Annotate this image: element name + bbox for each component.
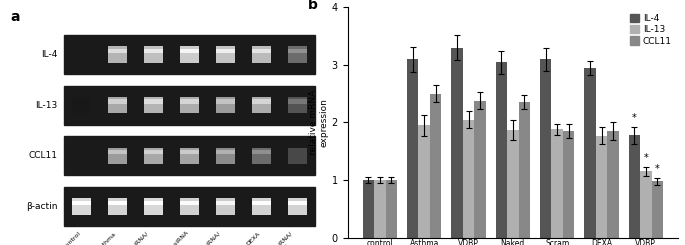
Bar xyxy=(651,181,663,238)
Bar xyxy=(64,35,315,74)
Bar xyxy=(179,148,199,164)
Bar xyxy=(108,201,127,205)
Text: Naked VDBP siRNA: Naked VDBP siRNA xyxy=(144,231,190,245)
Y-axis label: relative mRNA
expression: relative mRNA expression xyxy=(310,90,329,155)
Bar xyxy=(216,150,236,154)
Text: IL-4: IL-4 xyxy=(41,50,58,59)
Bar xyxy=(108,49,127,53)
Bar xyxy=(288,46,308,63)
Bar xyxy=(251,150,271,154)
Text: VDBP siRNA/
DEXA-PEI: VDBP siRNA/ DEXA-PEI xyxy=(262,231,297,245)
Bar xyxy=(251,198,271,215)
Bar xyxy=(216,49,236,53)
Bar xyxy=(179,201,199,205)
Bar xyxy=(430,94,441,238)
Bar xyxy=(251,97,271,113)
Bar xyxy=(288,49,308,53)
Legend: IL-4, IL-13, CCL11: IL-4, IL-13, CCL11 xyxy=(628,12,673,47)
Bar xyxy=(72,198,91,215)
Bar xyxy=(216,198,236,215)
Text: β-actin: β-actin xyxy=(26,202,58,211)
Text: control: control xyxy=(62,231,82,245)
Bar xyxy=(551,129,563,238)
Bar xyxy=(463,120,474,238)
Bar xyxy=(419,125,430,238)
Bar xyxy=(451,48,463,238)
Text: *: * xyxy=(643,153,648,163)
Text: VDBP siRNA/
2K PEI: VDBP siRNA/ 2K PEI xyxy=(118,231,153,245)
Bar xyxy=(288,201,308,205)
Text: *: * xyxy=(632,112,636,122)
Bar xyxy=(216,201,236,205)
Bar xyxy=(288,97,308,113)
Bar xyxy=(108,97,127,113)
Bar xyxy=(495,62,507,238)
Bar xyxy=(362,180,374,238)
Bar xyxy=(251,148,271,164)
Bar xyxy=(640,172,651,238)
Bar xyxy=(179,198,199,215)
Bar xyxy=(608,131,619,238)
Bar xyxy=(563,131,575,238)
Bar xyxy=(144,99,164,104)
Text: b: b xyxy=(308,0,318,12)
Bar xyxy=(519,102,530,238)
Bar xyxy=(584,68,596,238)
Bar xyxy=(108,150,127,154)
Bar xyxy=(179,150,199,154)
Bar xyxy=(629,135,640,238)
Bar xyxy=(144,198,164,215)
Bar xyxy=(64,136,315,175)
Bar xyxy=(251,49,271,53)
Text: IL-13: IL-13 xyxy=(35,101,58,110)
Text: CCL11: CCL11 xyxy=(28,151,58,160)
Text: Asthma: Asthma xyxy=(97,231,118,245)
Bar xyxy=(144,201,164,205)
Bar xyxy=(179,46,199,63)
Bar xyxy=(540,59,551,238)
Bar xyxy=(179,99,199,104)
Bar xyxy=(407,59,419,238)
Bar xyxy=(144,150,164,154)
Bar xyxy=(288,148,308,164)
Bar xyxy=(288,99,308,104)
Bar xyxy=(507,130,519,238)
Bar xyxy=(144,97,164,113)
Bar xyxy=(64,187,315,226)
Bar xyxy=(474,101,486,238)
Bar xyxy=(179,97,199,113)
Text: *: * xyxy=(655,164,660,174)
Bar xyxy=(108,198,127,215)
Text: a: a xyxy=(10,10,19,24)
Bar xyxy=(179,49,199,53)
Bar xyxy=(374,180,386,238)
Bar xyxy=(251,46,271,63)
Bar xyxy=(144,148,164,164)
Bar xyxy=(596,136,608,238)
Bar xyxy=(251,201,271,205)
Bar xyxy=(108,46,127,63)
Bar xyxy=(386,180,397,238)
Text: DEXA: DEXA xyxy=(246,231,262,245)
Bar xyxy=(108,99,127,104)
Bar xyxy=(72,201,91,205)
Bar xyxy=(64,86,315,125)
Bar xyxy=(216,97,236,113)
Bar xyxy=(216,46,236,63)
Bar xyxy=(144,49,164,53)
Bar xyxy=(251,99,271,104)
Bar xyxy=(288,198,308,215)
Bar xyxy=(144,46,164,63)
Bar xyxy=(216,148,236,164)
Bar xyxy=(108,148,127,164)
Bar xyxy=(72,97,91,113)
Text: Scram siRNA/
DEXA-PEI: Scram siRNA/ DEXA-PEI xyxy=(188,231,225,245)
Bar xyxy=(216,99,236,104)
